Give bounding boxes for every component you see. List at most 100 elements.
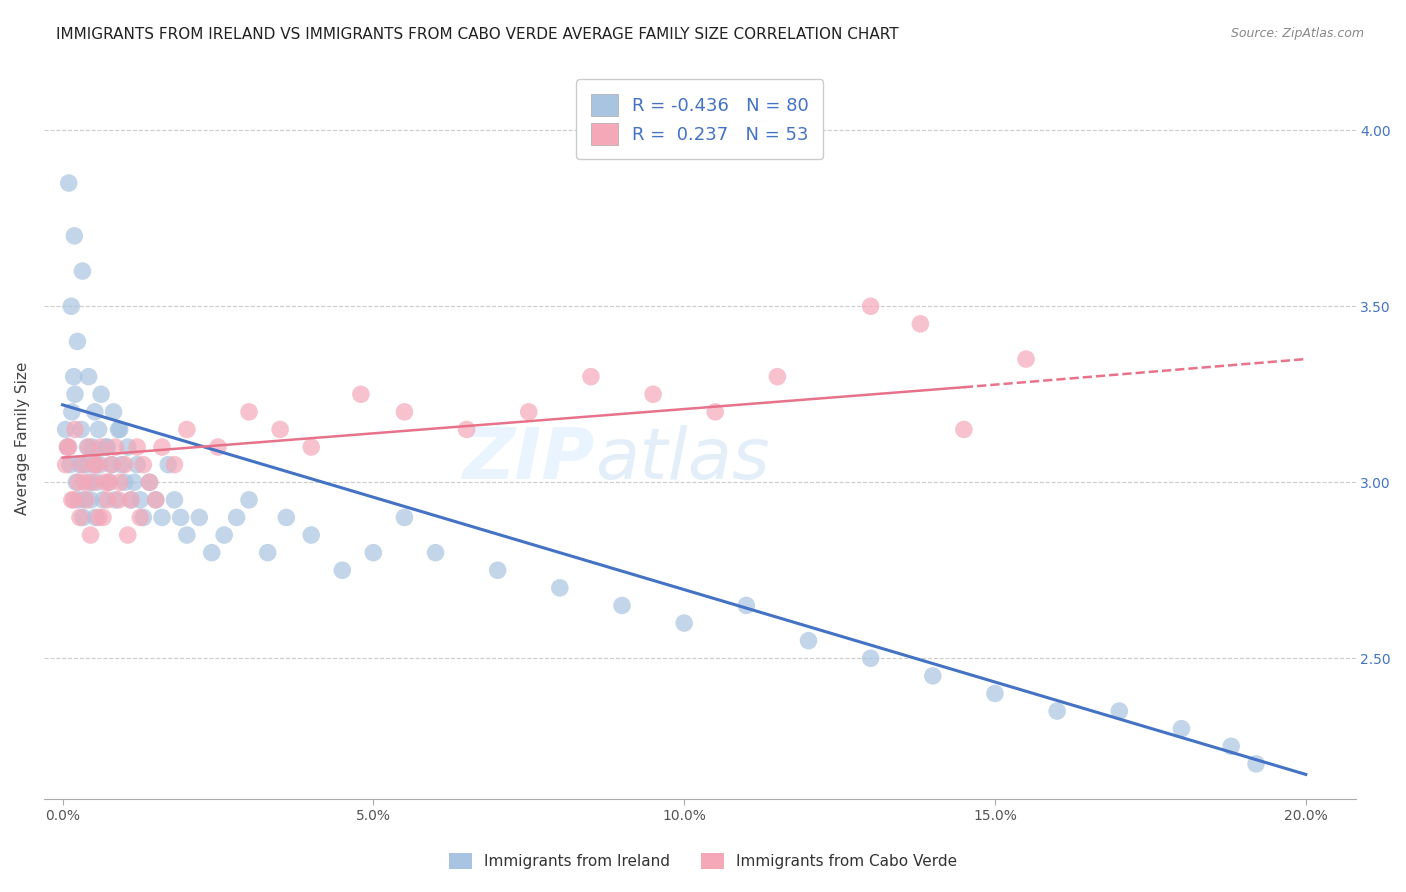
Text: atlas: atlas	[595, 425, 769, 494]
Point	[100, 458, 122, 472]
Point	[1015, 352, 1038, 367]
Point	[98, 475, 121, 490]
Point	[56, 440, 79, 454]
Point	[77, 475, 100, 490]
Point	[859, 299, 882, 313]
Point	[75, 492, 97, 507]
Point	[299, 528, 322, 542]
Point	[456, 422, 478, 436]
Point	[145, 492, 167, 507]
Point	[91, 492, 114, 507]
Point	[89, 458, 111, 472]
Point	[212, 528, 235, 542]
Point	[1046, 704, 1069, 718]
Point	[138, 475, 160, 490]
Point	[114, 458, 136, 472]
Point	[70, 422, 93, 436]
Point	[72, 458, 94, 472]
Point	[60, 405, 83, 419]
Point	[63, 387, 86, 401]
Point	[238, 492, 260, 507]
Point	[610, 599, 633, 613]
Point	[350, 387, 373, 401]
Point	[238, 405, 260, 419]
Point	[425, 546, 447, 560]
Point	[548, 581, 571, 595]
Point	[60, 299, 83, 313]
Point	[225, 510, 247, 524]
Point	[63, 422, 86, 436]
Point	[76, 440, 98, 454]
Point	[117, 440, 139, 454]
Point	[984, 686, 1007, 700]
Point	[188, 510, 211, 524]
Point	[1108, 704, 1130, 718]
Point	[1170, 722, 1192, 736]
Point	[859, 651, 882, 665]
Point	[766, 369, 789, 384]
Point	[163, 492, 186, 507]
Point	[132, 458, 155, 472]
Point	[138, 475, 160, 490]
Point	[921, 669, 943, 683]
Point	[163, 458, 186, 472]
Legend: R = -0.436   N = 80, R =  0.237   N = 53: R = -0.436 N = 80, R = 0.237 N = 53	[576, 79, 824, 160]
Point	[67, 492, 90, 507]
Point	[60, 492, 83, 507]
Point	[75, 458, 97, 472]
Point	[98, 475, 121, 490]
Point	[299, 440, 322, 454]
Point	[176, 422, 198, 436]
Legend: Immigrants from Ireland, Immigrants from Cabo Verde: Immigrants from Ireland, Immigrants from…	[443, 847, 963, 875]
Point	[104, 492, 127, 507]
Point	[110, 458, 132, 472]
Point	[56, 440, 79, 454]
Point	[72, 510, 94, 524]
Point	[256, 546, 278, 560]
Point	[58, 176, 80, 190]
Point	[132, 510, 155, 524]
Point	[953, 422, 976, 436]
Point	[673, 615, 696, 630]
Point	[276, 510, 298, 524]
Point	[87, 422, 110, 436]
Point	[150, 510, 173, 524]
Point	[83, 405, 105, 419]
Point	[94, 440, 117, 454]
Point	[82, 440, 104, 454]
Point	[69, 458, 91, 472]
Y-axis label: Average Family Size: Average Family Size	[15, 361, 30, 515]
Point	[120, 492, 142, 507]
Point	[269, 422, 291, 436]
Point	[94, 475, 117, 490]
Point	[114, 475, 136, 490]
Point	[67, 475, 90, 490]
Text: ZIP: ZIP	[463, 425, 595, 494]
Point	[129, 510, 152, 524]
Point	[79, 492, 101, 507]
Point	[55, 458, 77, 472]
Point	[55, 422, 77, 436]
Point	[86, 458, 108, 472]
Point	[72, 264, 94, 278]
Point	[82, 475, 104, 490]
Point	[108, 475, 131, 490]
Text: IMMIGRANTS FROM IRELAND VS IMMIGRANTS FROM CABO VERDE AVERAGE FAMILY SIZE CORREL: IMMIGRANTS FROM IRELAND VS IMMIGRANTS FR…	[56, 27, 898, 42]
Point	[103, 405, 125, 419]
Point	[176, 528, 198, 542]
Point	[201, 546, 224, 560]
Point	[145, 492, 167, 507]
Point	[641, 387, 664, 401]
Point	[704, 405, 727, 419]
Point	[96, 492, 118, 507]
Point	[486, 563, 509, 577]
Point	[77, 440, 100, 454]
Point	[101, 458, 124, 472]
Point	[117, 528, 139, 542]
Point	[157, 458, 180, 472]
Point	[394, 510, 416, 524]
Point	[69, 510, 91, 524]
Point	[169, 510, 191, 524]
Point	[83, 458, 105, 472]
Point	[79, 528, 101, 542]
